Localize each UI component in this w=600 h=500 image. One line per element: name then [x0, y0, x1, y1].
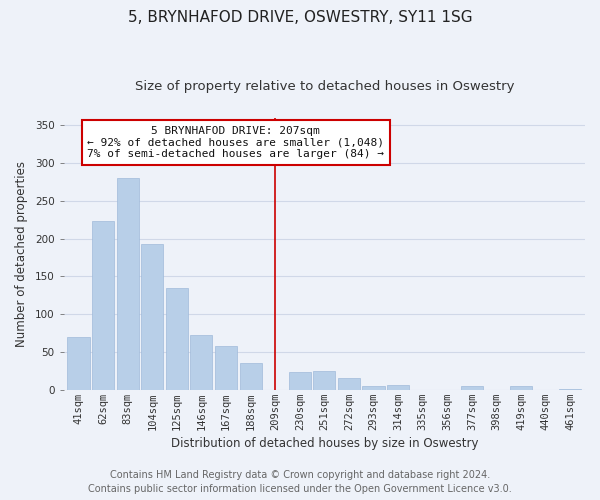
- Bar: [559, 389, 581, 390]
- Bar: [215, 346, 237, 390]
- Bar: [92, 220, 114, 390]
- Bar: [510, 386, 532, 390]
- Bar: [239, 364, 262, 390]
- Bar: [116, 178, 139, 390]
- Bar: [289, 372, 311, 390]
- Text: 5 BRYNHAFOD DRIVE: 207sqm
← 92% of detached houses are smaller (1,048)
7% of sem: 5 BRYNHAFOD DRIVE: 207sqm ← 92% of detac…: [87, 126, 384, 159]
- Bar: [67, 337, 89, 390]
- Text: 5, BRYNHAFOD DRIVE, OSWESTRY, SY11 1SG: 5, BRYNHAFOD DRIVE, OSWESTRY, SY11 1SG: [128, 10, 472, 25]
- Bar: [387, 385, 409, 390]
- Bar: [461, 386, 483, 390]
- X-axis label: Distribution of detached houses by size in Oswestry: Distribution of detached houses by size …: [170, 437, 478, 450]
- Bar: [141, 244, 163, 390]
- Bar: [362, 386, 385, 390]
- Y-axis label: Number of detached properties: Number of detached properties: [15, 161, 28, 347]
- Title: Size of property relative to detached houses in Oswestry: Size of property relative to detached ho…: [134, 80, 514, 93]
- Bar: [190, 334, 212, 390]
- Bar: [166, 288, 188, 390]
- Bar: [338, 378, 360, 390]
- Bar: [313, 371, 335, 390]
- Text: Contains HM Land Registry data © Crown copyright and database right 2024.
Contai: Contains HM Land Registry data © Crown c…: [88, 470, 512, 494]
